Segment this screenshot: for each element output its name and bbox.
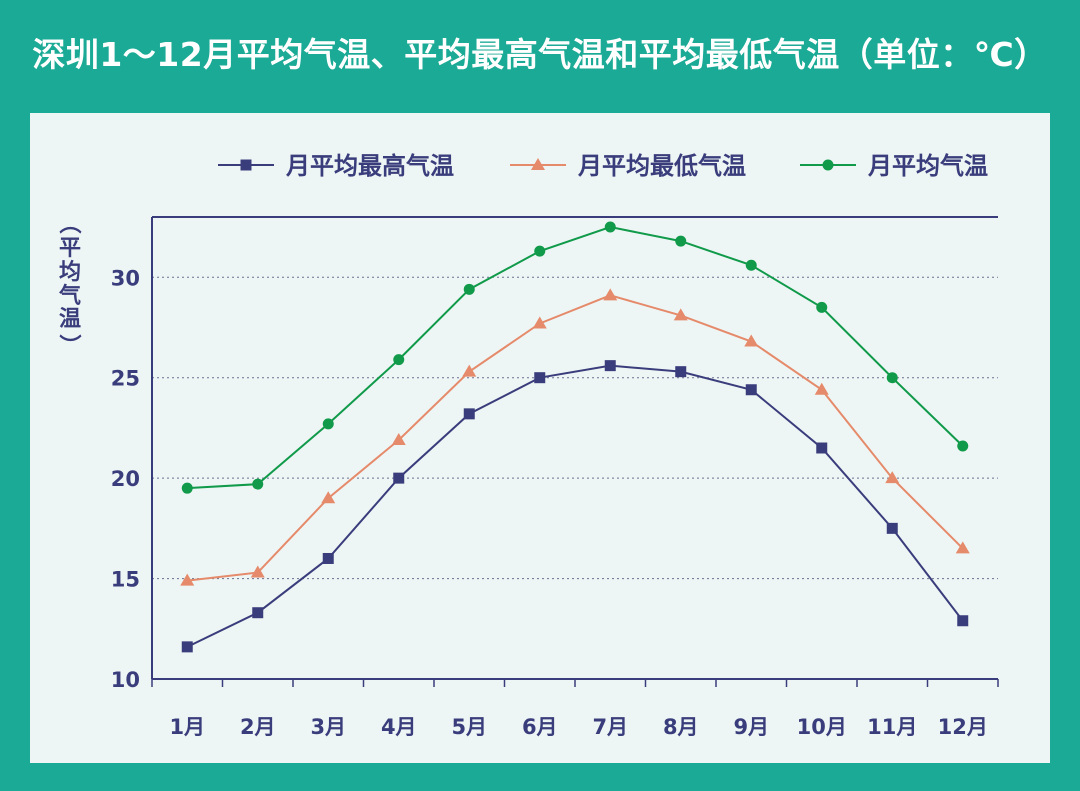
x-tick-label: 5月	[451, 715, 487, 739]
x-tick-label: 9月	[733, 715, 769, 739]
legend-label: 月平均最高气温	[285, 152, 454, 180]
grid	[152, 276, 998, 580]
legend: 月平均最高气温 月平均最低气温 月平均气温	[218, 152, 988, 180]
y-ticks: 10 15 20 25 30	[111, 266, 140, 692]
x-tick-label: 7月	[592, 715, 628, 739]
data-point-circle	[957, 440, 969, 452]
y-axis-label-char: ）	[56, 334, 81, 356]
data-point-triangle	[603, 288, 618, 301]
y-tick-label: 15	[111, 568, 140, 592]
data-point-triangle	[462, 364, 477, 377]
x-tick-label: 3月	[310, 715, 346, 739]
series-line	[187, 226, 964, 490]
data-point-triangle	[391, 432, 406, 445]
line-chart: 月平均最高气温 月平均最低气温 月平均气温 （平均气温） 10 15 20 25 30 1月…	[56, 152, 999, 739]
legend-label: 月平均最低气温	[577, 152, 746, 180]
axes	[151, 216, 999, 687]
x-ticks: 1月 2月 3月 4月 5月 6月 7月 8月 9月 10月 11月 12月	[169, 715, 987, 739]
data-point-triangle	[532, 316, 547, 329]
data-point-square	[745, 384, 757, 396]
data-point-circle	[463, 283, 475, 295]
legend-item: 月平均气温	[800, 152, 988, 180]
y-axis-label: （平均气温）	[56, 212, 81, 356]
data-point-circle	[181, 482, 193, 494]
x-tick-label: 2月	[240, 715, 276, 739]
x-tick-label: 10月	[797, 715, 847, 739]
y-tick-label: 10	[111, 668, 140, 692]
data-point-square	[252, 607, 264, 619]
y-axis-label-char: （	[56, 212, 81, 234]
data-point-square	[886, 522, 898, 534]
data-point-square	[957, 615, 969, 627]
series-line	[186, 364, 964, 648]
series-line	[187, 294, 964, 582]
y-axis-label-char: 温	[59, 307, 81, 332]
data-point-triangle	[885, 471, 900, 484]
data-point-square	[675, 366, 687, 378]
legend-item: 月平均最高气温	[218, 152, 454, 180]
y-tick-label: 20	[111, 467, 140, 491]
data-point-circle	[534, 245, 546, 257]
data-point-square	[463, 408, 475, 420]
data-point-triangle	[531, 158, 545, 170]
data-point-circle	[393, 354, 405, 366]
data-point-circle	[675, 235, 687, 247]
data-point-square	[393, 472, 405, 484]
data-point-circle	[822, 159, 834, 171]
data-point-triangle	[180, 573, 195, 586]
data-point-circle	[816, 301, 828, 313]
y-tick-label: 25	[111, 367, 140, 391]
series-layer	[180, 221, 970, 653]
x-tick-label: 8月	[663, 715, 699, 739]
data-point-square	[322, 552, 334, 564]
y-axis-label-char: 气	[58, 283, 81, 309]
data-point-square	[181, 641, 193, 653]
legend-label: 月平均气温	[867, 152, 988, 180]
data-point-triangle	[673, 308, 688, 321]
data-point-triangle	[250, 565, 265, 578]
y-axis-label-char: 均	[59, 259, 81, 285]
x-tick-label: 1月	[169, 715, 205, 739]
data-point-triangle	[955, 541, 970, 554]
x-tick-label: 11月	[867, 715, 917, 739]
y-axis-label-char: 平	[59, 236, 81, 261]
data-point-square	[604, 360, 616, 372]
y-tick-label: 30	[111, 266, 140, 290]
data-point-circle	[604, 221, 616, 233]
data-point-circle	[252, 478, 264, 490]
data-point-circle	[886, 372, 898, 384]
data-point-circle	[745, 259, 757, 271]
series-3	[181, 221, 969, 494]
data-point-square	[240, 159, 252, 171]
data-point-circle	[322, 418, 334, 430]
series-2	[180, 288, 970, 586]
series-1	[181, 360, 969, 653]
legend-item: 月平均最低气温	[510, 152, 746, 180]
data-point-triangle	[321, 491, 336, 504]
x-tick-label: 12月	[938, 715, 988, 739]
data-point-triangle	[814, 382, 829, 395]
chart-title: 深圳1～12月平均气温、平均最高气温和平均最低气温（单位：℃）	[32, 35, 1048, 74]
data-point-triangle	[744, 334, 759, 347]
x-tick-label: 6月	[522, 715, 558, 739]
chart-panel: 月平均最高气温 月平均最低气温 月平均气温 （平均气温） 10 15 20 25 30 1月…	[30, 113, 1050, 763]
x-tick-label: 4月	[381, 715, 417, 739]
data-point-square	[534, 372, 546, 384]
data-point-square	[816, 442, 828, 454]
